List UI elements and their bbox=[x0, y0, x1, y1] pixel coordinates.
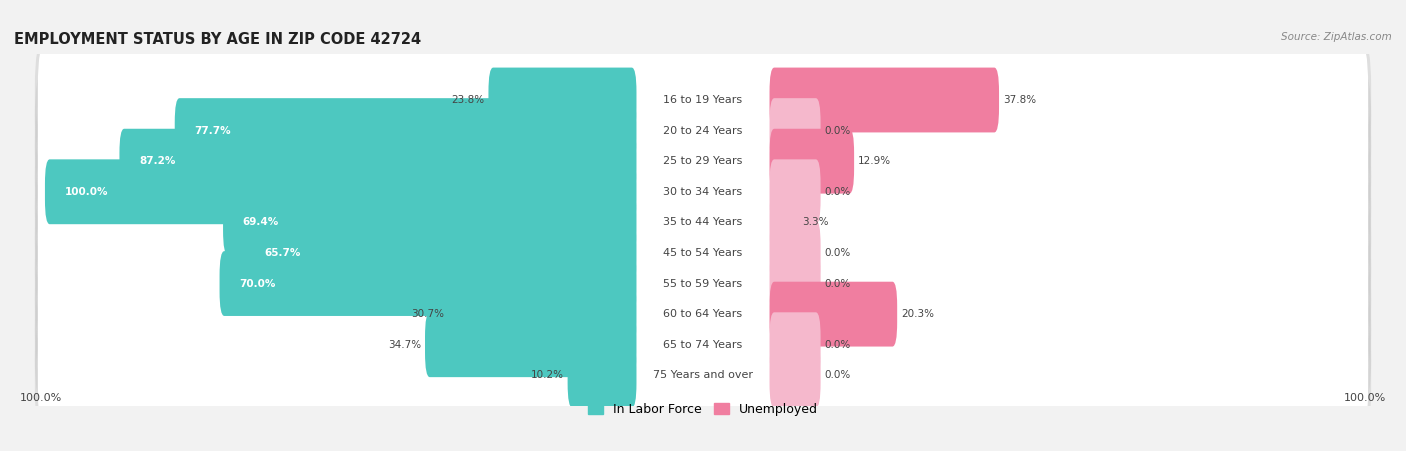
FancyBboxPatch shape bbox=[769, 221, 821, 285]
FancyBboxPatch shape bbox=[769, 251, 821, 316]
FancyBboxPatch shape bbox=[224, 190, 637, 255]
Legend: In Labor Force, Unemployed: In Labor Force, Unemployed bbox=[583, 398, 823, 421]
FancyBboxPatch shape bbox=[38, 317, 1368, 434]
Text: 65 to 74 Years: 65 to 74 Years bbox=[664, 340, 742, 350]
FancyBboxPatch shape bbox=[35, 71, 1371, 190]
Text: 12.9%: 12.9% bbox=[858, 156, 891, 166]
Text: EMPLOYMENT STATUS BY AGE IN ZIP CODE 42724: EMPLOYMENT STATUS BY AGE IN ZIP CODE 427… bbox=[14, 32, 422, 46]
FancyBboxPatch shape bbox=[769, 129, 853, 193]
FancyBboxPatch shape bbox=[568, 343, 637, 408]
FancyBboxPatch shape bbox=[769, 98, 821, 163]
FancyBboxPatch shape bbox=[769, 68, 1000, 133]
Text: 87.2%: 87.2% bbox=[139, 156, 176, 166]
FancyBboxPatch shape bbox=[35, 255, 1371, 373]
Text: 20 to 24 Years: 20 to 24 Years bbox=[664, 125, 742, 136]
Text: 30.7%: 30.7% bbox=[411, 309, 444, 319]
Text: 70.0%: 70.0% bbox=[239, 279, 276, 289]
FancyBboxPatch shape bbox=[38, 72, 1368, 189]
FancyBboxPatch shape bbox=[425, 312, 637, 377]
Text: 0.0%: 0.0% bbox=[825, 340, 851, 350]
Text: 65.7%: 65.7% bbox=[264, 248, 301, 258]
FancyBboxPatch shape bbox=[769, 282, 897, 346]
Text: 0.0%: 0.0% bbox=[825, 187, 851, 197]
Text: 16 to 19 Years: 16 to 19 Years bbox=[664, 95, 742, 105]
FancyBboxPatch shape bbox=[38, 41, 1368, 159]
FancyBboxPatch shape bbox=[449, 282, 637, 346]
Text: 3.3%: 3.3% bbox=[803, 217, 830, 227]
Text: 100.0%: 100.0% bbox=[65, 187, 108, 197]
Text: 77.7%: 77.7% bbox=[194, 125, 231, 136]
FancyBboxPatch shape bbox=[35, 132, 1371, 251]
Text: 100.0%: 100.0% bbox=[20, 393, 62, 403]
FancyBboxPatch shape bbox=[219, 251, 637, 316]
Text: 34.7%: 34.7% bbox=[388, 340, 420, 350]
Text: 20.3%: 20.3% bbox=[901, 309, 935, 319]
FancyBboxPatch shape bbox=[120, 129, 637, 193]
Text: 69.4%: 69.4% bbox=[243, 217, 278, 227]
FancyBboxPatch shape bbox=[38, 163, 1368, 281]
Text: 23.8%: 23.8% bbox=[451, 95, 484, 105]
FancyBboxPatch shape bbox=[38, 133, 1368, 251]
Text: 55 to 59 Years: 55 to 59 Years bbox=[664, 279, 742, 289]
FancyBboxPatch shape bbox=[35, 224, 1371, 343]
Text: 35 to 44 Years: 35 to 44 Years bbox=[664, 217, 742, 227]
Text: 0.0%: 0.0% bbox=[825, 248, 851, 258]
FancyBboxPatch shape bbox=[769, 190, 799, 255]
FancyBboxPatch shape bbox=[35, 163, 1371, 282]
FancyBboxPatch shape bbox=[35, 193, 1371, 313]
Text: 25 to 29 Years: 25 to 29 Years bbox=[664, 156, 742, 166]
Text: 75 Years and over: 75 Years and over bbox=[652, 370, 754, 380]
Text: 0.0%: 0.0% bbox=[825, 279, 851, 289]
FancyBboxPatch shape bbox=[769, 343, 821, 408]
FancyBboxPatch shape bbox=[38, 225, 1368, 342]
FancyBboxPatch shape bbox=[488, 68, 637, 133]
FancyBboxPatch shape bbox=[38, 102, 1368, 220]
Text: 10.2%: 10.2% bbox=[530, 370, 564, 380]
FancyBboxPatch shape bbox=[769, 312, 821, 377]
FancyBboxPatch shape bbox=[38, 255, 1368, 373]
Text: 37.8%: 37.8% bbox=[1004, 95, 1036, 105]
Text: 60 to 64 Years: 60 to 64 Years bbox=[664, 309, 742, 319]
Text: 0.0%: 0.0% bbox=[825, 125, 851, 136]
FancyBboxPatch shape bbox=[245, 221, 637, 285]
Text: 100.0%: 100.0% bbox=[1344, 393, 1386, 403]
FancyBboxPatch shape bbox=[35, 41, 1371, 160]
Text: 0.0%: 0.0% bbox=[825, 370, 851, 380]
FancyBboxPatch shape bbox=[35, 316, 1371, 435]
FancyBboxPatch shape bbox=[174, 98, 637, 163]
Text: 45 to 54 Years: 45 to 54 Years bbox=[664, 248, 742, 258]
FancyBboxPatch shape bbox=[38, 194, 1368, 312]
FancyBboxPatch shape bbox=[769, 159, 821, 224]
Text: Source: ZipAtlas.com: Source: ZipAtlas.com bbox=[1281, 32, 1392, 41]
FancyBboxPatch shape bbox=[35, 285, 1371, 404]
FancyBboxPatch shape bbox=[38, 286, 1368, 404]
Text: 30 to 34 Years: 30 to 34 Years bbox=[664, 187, 742, 197]
FancyBboxPatch shape bbox=[45, 159, 637, 224]
FancyBboxPatch shape bbox=[35, 101, 1371, 221]
